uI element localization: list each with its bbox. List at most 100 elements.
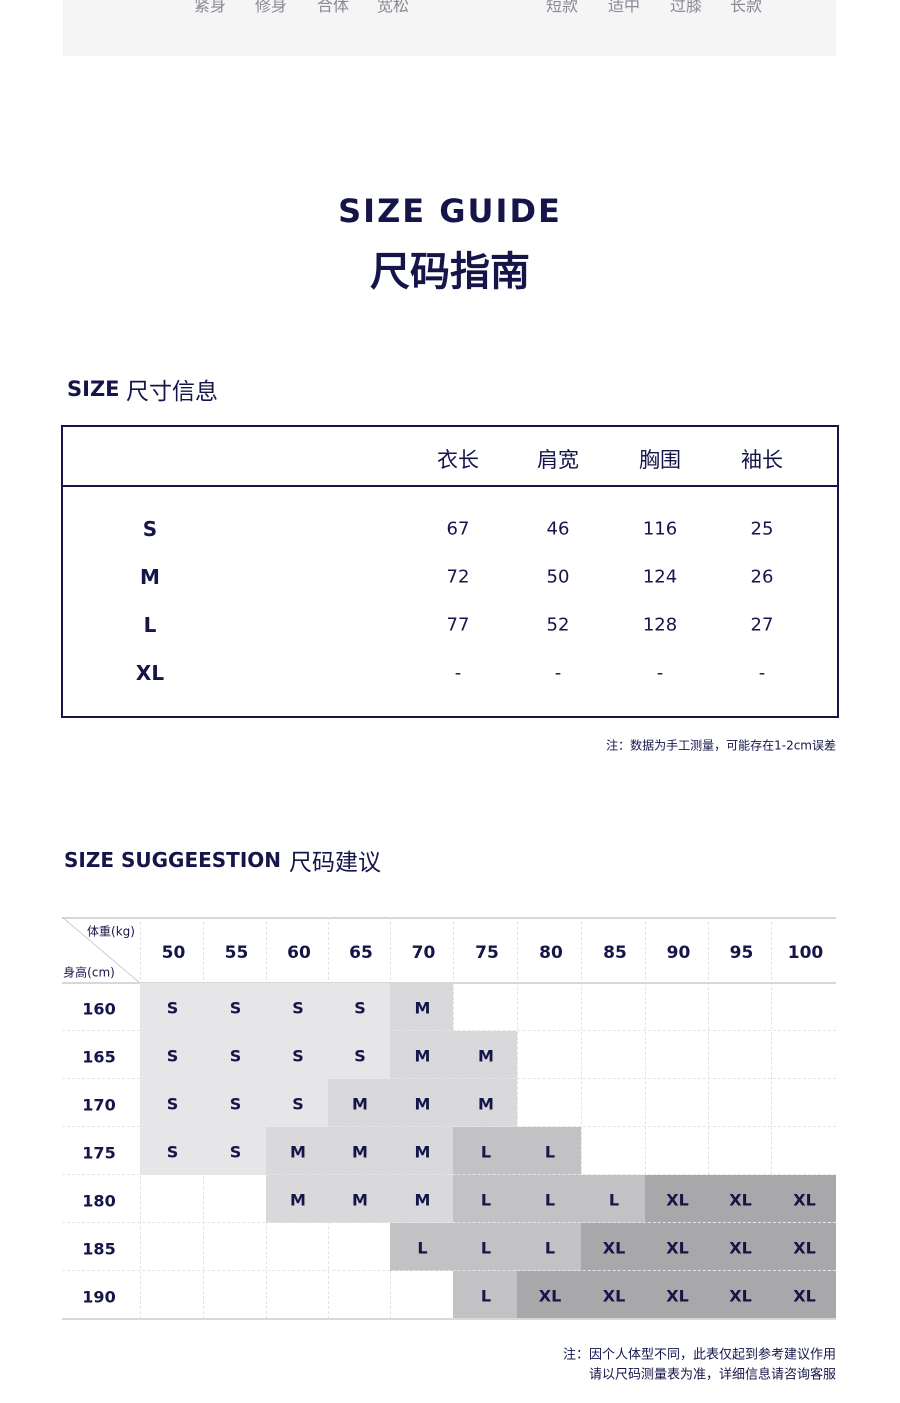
size-cell <box>517 1271 581 1319</box>
size-cell <box>581 1223 645 1271</box>
suggested-size: XL <box>793 1286 816 1306</box>
fit-tab: 宽松 <box>376 0 410 15</box>
height-value: 190 <box>82 1287 116 1307</box>
measurement: - <box>454 662 462 684</box>
suggested-size: M <box>352 1190 368 1210</box>
section-label-en: SIZE <box>67 377 120 401</box>
column-line <box>708 917 709 1319</box>
size-cell <box>453 1271 517 1319</box>
suggested-size: S <box>166 1142 179 1162</box>
section-label-cn: 尺码建议 <box>289 850 381 876</box>
suggested-size: S <box>229 1142 242 1162</box>
size-cell <box>203 983 266 1031</box>
suggested-size: XL <box>793 1238 816 1258</box>
weight-header: 50 <box>161 943 186 963</box>
suggested-size: S <box>292 1046 304 1066</box>
suggested-size: S <box>292 1094 304 1114</box>
size-cell <box>708 1175 771 1223</box>
size-cell <box>140 1031 203 1079</box>
suggested-size: S <box>229 998 242 1018</box>
suggested-size: S <box>229 1046 242 1066</box>
suggested-size: L <box>544 1238 556 1258</box>
size-cell <box>390 1175 453 1223</box>
suggested-size: XL <box>666 1238 689 1258</box>
measurement: 27 <box>750 614 774 636</box>
size-cell <box>645 1271 708 1319</box>
size-cell <box>453 1223 517 1271</box>
suggested-size: M <box>290 1142 306 1162</box>
length-tab: 短款 <box>545 0 579 15</box>
size-cell <box>203 1079 266 1127</box>
size-name: L <box>143 613 157 637</box>
measurement: - <box>656 662 664 684</box>
weight-header: 75 <box>475 943 499 963</box>
measurement: 72 <box>446 566 470 588</box>
size-note: 注：数据为手工测量，可能存在1-2cm误差 <box>606 738 836 753</box>
measurement: 25 <box>750 518 774 540</box>
measurement: 77 <box>446 614 470 636</box>
measurement: 26 <box>750 566 774 588</box>
section-label-cn: 尺寸信息 <box>126 379 218 405</box>
suggested-size: S <box>166 1046 179 1066</box>
size-cell <box>328 983 390 1031</box>
size-cell <box>645 1223 708 1271</box>
suggested-size: M <box>414 1046 431 1066</box>
corner-diagonal <box>62 917 140 983</box>
fit-tab: 紧身 <box>193 0 227 15</box>
size-cell <box>203 1031 266 1079</box>
grid-top-line <box>62 917 836 919</box>
height-value: 185 <box>82 1239 116 1259</box>
height-value: 180 <box>82 1191 116 1211</box>
column-line <box>581 917 582 1319</box>
suggested-size: S <box>292 998 304 1018</box>
weight-label: 体重(kg) <box>87 924 135 939</box>
weight-header: 95 <box>729 943 754 963</box>
tabs-panel <box>63 0 836 56</box>
suggested-size: L <box>417 1238 428 1258</box>
size-cell <box>140 983 203 1031</box>
size-table-divider <box>61 485 837 487</box>
row-line <box>62 1222 836 1223</box>
row-line <box>62 1078 836 1079</box>
suggested-size: M <box>352 1142 368 1162</box>
height-value: 160 <box>82 999 116 1019</box>
measurement: - <box>758 662 766 684</box>
suggested-size: M <box>414 1094 431 1114</box>
measurement: 67 <box>446 518 470 540</box>
size-cell <box>453 1175 517 1223</box>
suggested-size: M <box>290 1190 306 1210</box>
suggested-size: XL <box>793 1190 816 1210</box>
size-cell <box>517 1127 581 1175</box>
size-cell <box>453 1031 517 1079</box>
size-cell <box>328 1175 390 1223</box>
size-cell <box>140 1079 203 1127</box>
size-cell <box>390 1127 453 1175</box>
suggested-size: S <box>354 1046 366 1066</box>
size-cell <box>328 1031 390 1079</box>
size-table-frame <box>61 425 839 718</box>
size-cell <box>266 1079 328 1127</box>
size-cell <box>453 1127 517 1175</box>
suggested-size: S <box>166 998 179 1018</box>
diagonal-line <box>62 917 140 983</box>
size-name: M <box>140 565 160 589</box>
section-label-en: SIZE SUGGEESTION <box>64 848 282 872</box>
suggested-size: XL <box>602 1286 626 1306</box>
measurement: 46 <box>546 518 570 540</box>
suggested-size: M <box>352 1094 368 1114</box>
weight-header: 100 <box>787 943 824 963</box>
size-cell <box>390 1079 453 1127</box>
size-cell <box>581 1175 645 1223</box>
row-line <box>62 1174 836 1175</box>
size-cell <box>517 1175 581 1223</box>
suggested-size: XL <box>666 1190 689 1210</box>
size-cell <box>266 1175 328 1223</box>
title-cn: 尺码指南 <box>370 249 530 295</box>
size-cell <box>517 1223 581 1271</box>
size-cell <box>390 1031 453 1079</box>
fit-tab: 合体 <box>316 0 350 15</box>
size-cell <box>771 1271 836 1319</box>
suggested-size: M <box>414 1142 431 1162</box>
size-cell <box>771 1223 836 1271</box>
